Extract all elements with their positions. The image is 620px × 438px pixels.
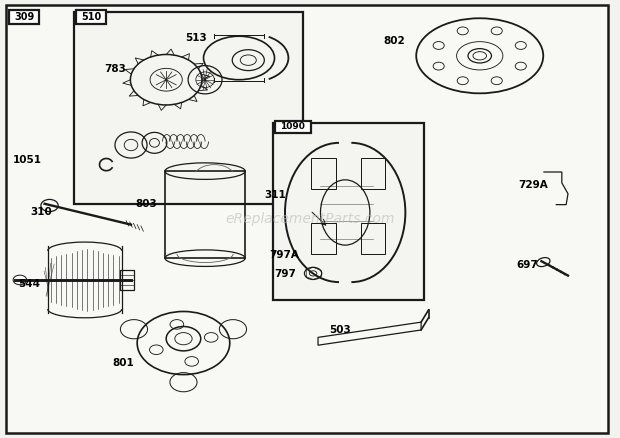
Text: 802: 802 <box>384 36 405 46</box>
Text: 1051: 1051 <box>13 155 42 165</box>
Text: 797: 797 <box>274 269 296 279</box>
Text: 783: 783 <box>105 64 126 74</box>
Text: 510: 510 <box>81 12 101 22</box>
Text: 311: 311 <box>264 191 286 201</box>
Text: 803: 803 <box>135 199 157 209</box>
Bar <box>9 10 39 24</box>
Bar <box>361 223 385 254</box>
Text: 729A: 729A <box>518 180 547 190</box>
Text: 309: 309 <box>14 12 34 22</box>
Text: 1090: 1090 <box>280 122 305 131</box>
Bar <box>74 12 303 204</box>
Bar <box>120 270 134 290</box>
Bar <box>275 120 311 133</box>
Text: 513: 513 <box>185 33 206 43</box>
Text: 503: 503 <box>329 325 350 335</box>
Text: 544: 544 <box>18 279 40 289</box>
Bar <box>273 123 424 300</box>
Text: 797A: 797A <box>269 250 299 260</box>
Bar <box>165 171 245 258</box>
Bar <box>311 158 336 188</box>
Text: eReplacementParts.com: eReplacementParts.com <box>225 212 395 226</box>
Text: 801: 801 <box>113 358 135 368</box>
Bar <box>76 10 105 24</box>
Bar <box>361 158 385 188</box>
Text: 697: 697 <box>516 260 538 270</box>
Bar <box>311 223 336 254</box>
Text: 310: 310 <box>30 207 51 217</box>
